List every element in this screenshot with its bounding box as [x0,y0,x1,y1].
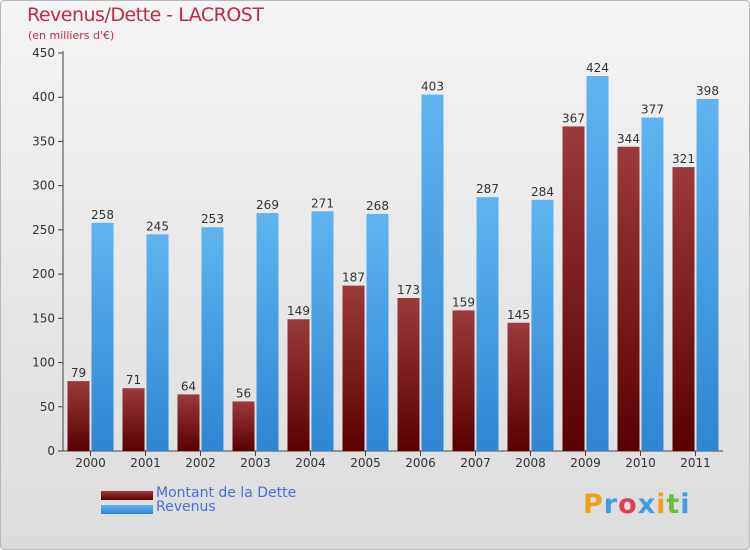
data-label-revenue: 271 [311,196,334,210]
x-tick-label: 2009 [570,456,601,470]
bar-debt [342,285,365,451]
data-label-debt: 145 [507,308,530,322]
x-tick-label: 2007 [460,456,491,470]
data-label-debt: 321 [672,152,695,166]
data-label-revenue: 269 [256,198,279,212]
data-labels: 79 258 71 245 64 253 56 269 149 271 187 268 173 403 15… [71,61,719,400]
y-tick-label: 200 [32,267,55,281]
legend-item-revenue: Revenus [101,499,361,518]
y-tick-label: 450 [32,46,55,60]
bar-revenue [696,98,719,451]
logo-letter: P [583,489,604,520]
bar-debt [672,167,695,452]
bar-debt [562,126,585,452]
bar-debt [397,297,420,451]
x-tick-label: 2010 [625,456,656,470]
legend-swatch-revenue [101,505,153,514]
legend-label-debt: Montant de la Dette [156,485,297,501]
bar-revenue [421,94,444,452]
bar-debt [452,310,475,451]
data-label-debt: 173 [397,283,420,297]
bar-revenue [256,213,279,451]
data-label-debt: 71 [126,373,141,387]
y-tick-label: 150 [32,311,55,325]
bar-debt [67,381,90,451]
data-label-debt: 344 [617,132,640,146]
x-tick-label: 2003 [240,456,271,470]
logo-letter: t [666,489,681,520]
axes: 0 50 100 150 200 250 300 350 400 450 2000 2001 2002 2… [32,46,723,470]
bar-revenue [146,234,169,451]
bar-revenue [201,227,224,451]
legend-label-revenue: Revenus [156,499,216,515]
y-tick-label: 100 [32,356,55,370]
y-tick-label: 0 [47,444,55,458]
data-label-revenue: 398 [696,84,719,98]
bar-debt [617,146,640,452]
logo-letter: x [637,489,657,520]
bar-revenue [476,197,499,451]
data-label-revenue: 253 [201,212,224,226]
bar-debt [507,322,530,451]
x-tick-label: 2002 [185,456,216,470]
bar-revenue [91,222,114,451]
data-label-debt: 56 [236,386,251,400]
data-label-debt: 159 [452,295,475,309]
data-label-revenue: 258 [91,208,114,222]
y-tick-label: 50 [40,400,55,414]
bar-revenue [586,75,609,452]
bar-revenue [366,213,389,451]
proxiti-logo: Proxiti [583,489,691,520]
bar-revenue [531,199,554,451]
logo-letter: r [603,489,619,520]
bars [67,75,719,452]
y-tick-label: 350 [32,134,55,148]
data-label-revenue: 287 [476,182,499,196]
x-tick-label: 2005 [350,456,381,470]
bar-debt [122,388,145,451]
data-label-revenue: 284 [531,185,554,199]
x-tick-label: 2008 [515,456,546,470]
data-label-revenue: 403 [421,80,444,94]
data-label-revenue: 245 [146,219,169,233]
data-label-revenue: 424 [586,61,609,75]
legend-swatch-debt [101,491,153,500]
data-label-revenue: 268 [366,199,389,213]
data-label-debt: 64 [181,379,196,393]
x-tick-label: 2004 [295,456,326,470]
x-tick-label: 2006 [405,456,436,470]
chart-subtitle: (en milliers d'€) [28,29,115,42]
y-tick-label: 250 [32,223,55,237]
logo-letter: o [618,489,638,520]
logo-letter: i [656,489,667,520]
x-tick-label: 2001 [130,456,161,470]
x-tick-label: 2000 [75,456,106,470]
chart-title: Revenus/Dette - LACROST [27,4,264,26]
data-label-revenue: 377 [641,103,664,117]
bar-debt [232,401,255,451]
bar-debt [177,394,200,451]
legend-item-debt: Montant de la Dette [101,485,361,504]
y-tick-label: 300 [32,179,55,193]
data-label-debt: 79 [71,366,86,380]
bar-debt [287,319,310,451]
data-label-debt: 187 [342,271,365,285]
y-tick-label: 400 [32,90,55,104]
logo-letter: i [680,489,691,520]
bar-revenue [311,211,334,451]
data-label-debt: 367 [562,111,585,125]
bar-revenue [641,117,664,451]
x-tick-label: 2011 [680,456,711,470]
data-label-debt: 149 [287,304,310,318]
